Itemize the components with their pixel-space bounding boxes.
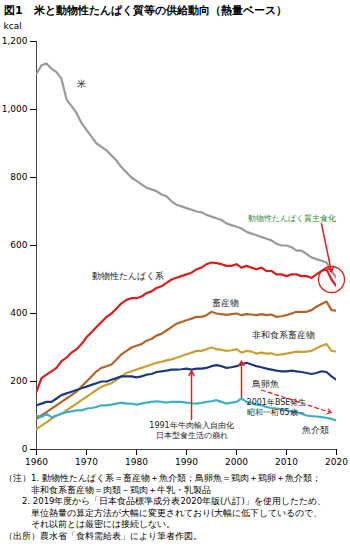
svg-text:1990: 1990 xyxy=(175,457,198,467)
svg-text:鳥卵魚: 鳥卵魚 xyxy=(251,379,279,389)
html-text:単位熱量の算定方法が大幅に変更されており(大幅に低下している: 単位熱量の算定方法が大幅に変更されており(大幅に低下しているので、 xyxy=(4,507,323,518)
html-text:それ以前とは厳密には接続しない。: それ以前とは厳密には接続しない。 xyxy=(4,519,175,529)
svg-text:畜産物: 畜産物 xyxy=(212,298,239,308)
html-text:図1 米と動物性たんぱく質等の供給動向（熱量ベース）: 図1 米と動物性たんぱく質等の供給動向（熱量ベース） xyxy=(4,4,287,17)
svg-text:0: 0 xyxy=(22,444,28,454)
svg-text:2010: 2010 xyxy=(275,457,298,467)
svg-text:動物性たんぱく質主食化: 動物性たんぱく質主食化 xyxy=(248,214,336,223)
svg-text:2001年BSE発生昭和一桁65歳～: 2001年BSE発生昭和一桁65歳～ xyxy=(247,398,307,417)
svg-text:2020: 2020 xyxy=(325,457,348,467)
svg-text:1970: 1970 xyxy=(75,457,98,467)
svg-text:400: 400 xyxy=(10,308,27,318)
svg-text:600: 600 xyxy=(10,240,27,250)
html-text:（出所）農水省「食料需給表」により筆者作図。: （出所）農水省「食料需給表」により筆者作図。 xyxy=(4,530,202,541)
html-text:非和食系畜産物＝肉類－鶏肉＋牛乳・乳製品: 非和食系畜産物＝肉類－鶏肉＋牛乳・乳製品 xyxy=(4,484,211,495)
svg-text:1980: 1980 xyxy=(125,457,148,467)
html-text:（注）1. 動物性たんぱく系＝畜産物＋魚介類；鳥卵魚＝鶏肉＋: （注）1. 動物性たんぱく系＝畜産物＋魚介類；鳥卵魚＝鶏肉＋鶏卵＋魚介類； xyxy=(4,473,321,483)
svg-text:1991年牛肉輸入自由化日本型食生活の崩れ: 1991年牛肉輸入自由化日本型食生活の崩れ xyxy=(149,421,233,440)
html-text:2. 2019年度から「日本食品標準成分表2020年版(八訂: 2. 2019年度から「日本食品標準成分表2020年版(八訂)」を使用したため、 xyxy=(4,496,326,506)
svg-text:800: 800 xyxy=(10,172,27,182)
svg-text:米: 米 xyxy=(77,79,86,89)
svg-text:動物性たんぱく系: 動物性たんぱく系 xyxy=(92,271,164,281)
svg-text:1,200: 1,200 xyxy=(2,36,28,46)
svg-text:非和食系畜産物: 非和食系畜産物 xyxy=(252,330,315,340)
svg-text:1,000: 1,000 xyxy=(2,104,28,114)
svg-text:1960: 1960 xyxy=(25,457,48,467)
svg-text:2000: 2000 xyxy=(225,457,248,467)
svg-text:200: 200 xyxy=(10,376,27,386)
svg-text:kcal: kcal xyxy=(4,21,22,31)
svg-text:魚介類: 魚介類 xyxy=(302,425,329,435)
